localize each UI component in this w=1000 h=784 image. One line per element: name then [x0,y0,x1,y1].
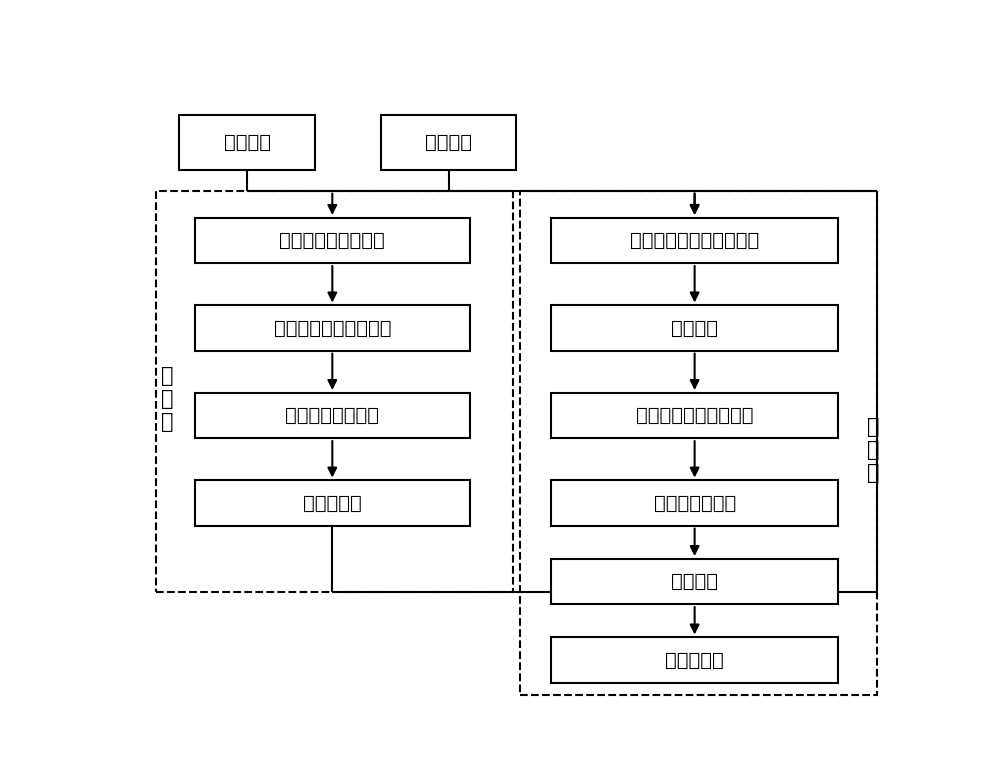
FancyBboxPatch shape [551,637,838,683]
Text: 马氏距离仿射变换: 马氏距离仿射变换 [285,406,379,425]
FancyBboxPatch shape [551,559,838,604]
FancyBboxPatch shape [381,115,516,169]
Text: 影像分块: 影像分块 [671,318,718,337]
FancyBboxPatch shape [195,481,470,526]
Text: 归一化相关系数法匹配: 归一化相关系数法匹配 [274,318,391,337]
FancyBboxPatch shape [551,218,838,263]
Text: 三角网等角变换: 三角网等角变换 [654,494,736,513]
FancyBboxPatch shape [551,393,838,438]
Text: 提取两幅影像的角点: 提取两幅影像的角点 [279,231,385,250]
Text: 粗
配
准: 粗 配 准 [161,366,174,432]
FancyBboxPatch shape [195,306,470,350]
Text: 精
配
准: 精 配 准 [867,417,879,484]
Text: 归一化相关系数法匹配: 归一化相关系数法匹配 [636,406,753,425]
FancyBboxPatch shape [195,218,470,263]
Text: 目标影像: 目标影像 [425,132,472,152]
FancyBboxPatch shape [551,481,838,526]
Text: 精配准影像: 精配准影像 [665,651,724,670]
FancyBboxPatch shape [551,306,838,350]
FancyBboxPatch shape [179,115,315,169]
Text: 粗配准影像: 粗配准影像 [303,494,362,513]
Text: 参考影像: 参考影像 [224,132,271,152]
Text: 确定两幅影像的配准范围: 确定两幅影像的配准范围 [630,231,759,250]
Text: 距离变换: 距离变换 [671,572,718,591]
FancyBboxPatch shape [195,393,470,438]
